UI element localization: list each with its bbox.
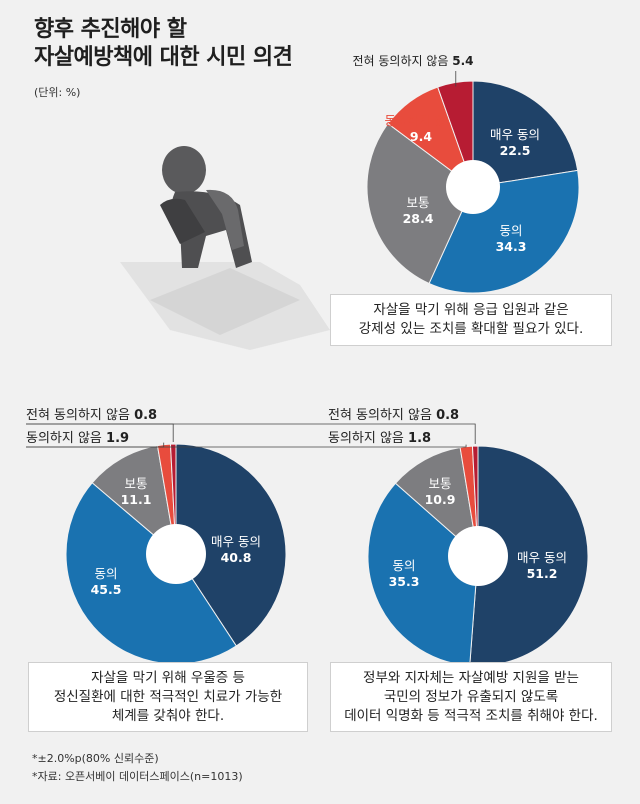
slice-label-2: 동의	[392, 558, 415, 573]
slice-label-5: 전혀 동의하지 않음 5.4	[352, 54, 473, 68]
slice-label-1: 매우 동의	[490, 127, 540, 142]
pie-slice-3	[91, 444, 177, 556]
slice-label-3: 보통	[428, 476, 451, 491]
slice-label-3: 보통	[124, 476, 147, 491]
caption-line: 자살을 막기 위해 응급 입원과 같은	[373, 302, 569, 318]
slice-value-2: 35.3	[389, 574, 420, 589]
slice-label-5: 전혀 동의하지 않음 0.8	[26, 408, 157, 423]
unit-label: (단위: %)	[34, 86, 81, 99]
pie-slice-3	[366, 122, 474, 285]
slice-value-5: 5.4	[452, 54, 473, 68]
footnote-2: *자료: 오픈서베이 데이터스페이스(n=1013)	[32, 770, 243, 783]
slice-label-1: 매우 동의	[211, 534, 261, 549]
slice-label-2: 동의	[94, 566, 117, 581]
slice-value-3: 11.1	[121, 492, 152, 507]
slice-value-1: 40.8	[221, 550, 252, 565]
page-title: 향후 추진해야 할 자살예방책에 대한 시민 의견	[34, 16, 293, 72]
title-line-1: 향후 추진해야 할	[34, 17, 187, 42]
caption-line: 자살을 막기 위해 우울증 등	[91, 670, 245, 686]
caption-line: 정신질환에 대한 적극적인 치료가 가능한	[53, 689, 283, 705]
slice-label-4: 동의하지 않음	[385, 113, 458, 128]
footnote-1: *±2.0%p(80% 신뢰수준)	[32, 752, 159, 765]
pie-slice-1	[469, 445, 589, 667]
slice-label-3: 보통	[406, 195, 429, 210]
slice-value-4: 9.4	[410, 129, 432, 144]
callout-line-4	[26, 444, 467, 448]
slice-value-4: 1.9	[106, 431, 129, 446]
slice-value-3: 28.4	[403, 211, 434, 226]
pie-slice-1	[472, 80, 579, 188]
slice-value-2: 45.5	[91, 582, 122, 597]
slice-label-1: 매우 동의	[517, 550, 567, 565]
slice-value-2: 34.3	[496, 239, 527, 254]
title-line-2: 자살예방책에 대한 시민 의견	[34, 45, 293, 70]
caption-line: 강제성 있는 조치를 확대할 필요가 있다.	[358, 321, 584, 337]
slice-label-4: 동의하지 않음 1.9	[26, 431, 129, 446]
pie-slice-3	[394, 446, 479, 558]
slice-value-1: 22.5	[500, 143, 531, 158]
caption-line: 데이터 익명화 등 적극적 조치를 취해야 한다.	[344, 708, 598, 724]
slice-label-5: 전혀 동의하지 않음 0.8	[328, 408, 459, 423]
slice-value-5: 0.8	[436, 408, 459, 423]
pie-slice-2	[428, 169, 580, 294]
slice-value-1: 51.2	[527, 566, 558, 581]
slice-value-3: 10.9	[425, 492, 456, 507]
pie-slice-2	[65, 482, 238, 665]
pie-slice-2	[367, 482, 479, 667]
donut-hole	[448, 526, 508, 586]
caption-line: 정부와 지자체는 자살예방 지원을 받는	[363, 670, 579, 686]
slice-value-5: 0.8	[134, 408, 157, 423]
slice-value-4: 1.8	[408, 431, 431, 446]
callout-line-5	[26, 423, 476, 445]
donut-hole	[446, 160, 500, 214]
caption-line: 체계를 갖춰야 한다.	[111, 708, 225, 724]
slice-label-2: 동의	[499, 223, 522, 238]
caption-line: 국민의 정보가 유출되지 않도록	[383, 689, 559, 705]
pie-slice-5	[437, 80, 474, 188]
sitting-person-illustration	[120, 146, 330, 350]
donut-hole	[146, 524, 206, 584]
slice-label-4: 동의하지 않음 1.8	[328, 431, 431, 446]
